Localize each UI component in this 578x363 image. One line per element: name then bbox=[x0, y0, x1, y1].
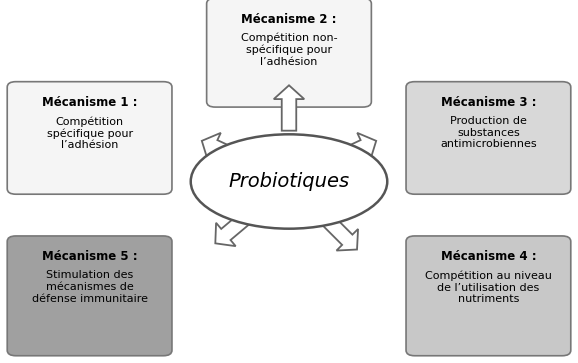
FancyBboxPatch shape bbox=[7, 82, 172, 194]
Text: Mécanisme 2 :: Mécanisme 2 : bbox=[241, 13, 337, 26]
Text: Compétition non-
spécifique pour
l’adhésion: Compétition non- spécifique pour l’adhés… bbox=[240, 33, 338, 67]
Polygon shape bbox=[332, 133, 376, 167]
Polygon shape bbox=[320, 212, 358, 250]
Ellipse shape bbox=[191, 134, 387, 229]
Text: Stimulation des
mécanismes de
défense immunitaire: Stimulation des mécanismes de défense im… bbox=[32, 270, 147, 303]
FancyBboxPatch shape bbox=[406, 82, 571, 194]
Text: Mécanisme 5 :: Mécanisme 5 : bbox=[42, 250, 138, 264]
Text: Compétition
spécifique pour
l’adhésion: Compétition spécifique pour l’adhésion bbox=[46, 116, 133, 150]
FancyBboxPatch shape bbox=[7, 236, 172, 356]
Text: Mécanisme 1 :: Mécanisme 1 : bbox=[42, 96, 138, 109]
Text: Production de
substances
antimicrobiennes: Production de substances antimicrobienne… bbox=[440, 116, 537, 149]
Text: Mécanisme 3 :: Mécanisme 3 : bbox=[440, 96, 536, 109]
Polygon shape bbox=[274, 85, 304, 131]
Polygon shape bbox=[202, 133, 246, 167]
FancyBboxPatch shape bbox=[406, 236, 571, 356]
Polygon shape bbox=[216, 209, 255, 246]
Text: Mécanisme 4 :: Mécanisme 4 : bbox=[440, 250, 536, 264]
Text: Compétition au niveau
de l’utilisation des
nutriments: Compétition au niveau de l’utilisation d… bbox=[425, 270, 552, 304]
FancyBboxPatch shape bbox=[207, 0, 372, 107]
Text: Probiotiques: Probiotiques bbox=[228, 172, 350, 191]
